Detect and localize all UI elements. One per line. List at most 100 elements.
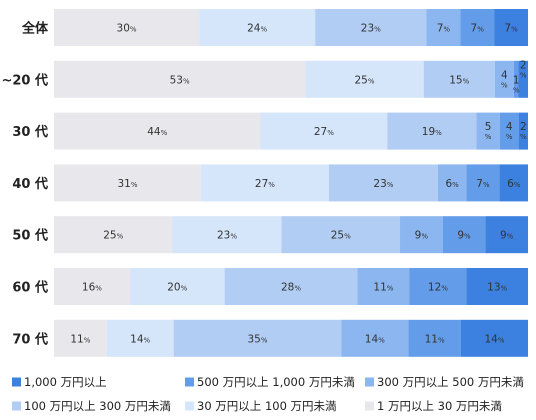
data-label: 28% [281,282,301,294]
data-label-unit: % [421,233,428,241]
data-label: 2% [520,59,527,79]
bar-segment [129,268,225,305]
data-label-unit: % [501,81,508,89]
category-labels: 全体 ~20 代 30 代 40 代 50 代 60 代 70 代 [1,21,49,348]
data-label-unit: % [268,181,275,189]
data-label-unit: % [438,336,445,344]
data-label-value: 11 [425,333,438,345]
bars [54,9,528,357]
data-label-value: 6 [445,178,452,190]
data-label: 25% [354,74,374,86]
data-label-value: 23 [217,230,230,242]
data-label-unit: % [501,285,508,293]
data-label: 23% [361,23,381,35]
data-label-unit: % [294,285,301,293]
data-label-value: 35 [247,333,260,345]
bar-segment [409,268,467,305]
category-label: ~20 代 [1,72,48,88]
category-label: 40 代 [12,176,48,192]
bar-segment [341,319,409,357]
bar-segment [460,9,495,46]
bar-segment [54,319,107,357]
bar-segment [54,112,261,150]
data-label-value: 7 [471,23,478,35]
legend-label: 300 万円以上 500 万円未満 [377,375,524,389]
data-label: 30% [117,23,137,35]
bar-segment [494,60,514,98]
legend: 1,000 万円以上 500 万円以上 1,000 万円未満 300 万円以上 50… [12,375,524,413]
data-label: 6% [507,178,521,190]
legend-swatch [12,377,21,387]
legend-item: 30 万円以上 100 万円未満 [185,399,337,413]
data-label-unit: % [261,336,268,344]
data-label: 9% [457,230,471,242]
data-label-value: 12 [428,282,441,294]
data-label-value: 13 [487,282,500,294]
data-label: 9% [415,230,429,242]
legend-swatch [185,401,194,411]
data-label: 12% [428,282,448,294]
bar-segment [499,112,519,150]
data-label-unit: % [520,71,527,79]
data-label-value: 23 [373,178,386,190]
data-label-value: 15 [449,74,462,86]
category-label: 30 代 [12,124,48,140]
data-label-value: 1 [513,74,520,86]
data-label-value: 4 [501,69,508,81]
data-label-unit: % [230,233,237,241]
bar-segment [106,319,174,357]
data-label: 5% [485,121,492,141]
data-label: 25% [103,230,123,242]
data-label-value: 6 [507,178,514,190]
data-label-value: 11 [70,333,83,345]
legend-swatch [365,377,374,387]
data-label-value: 7 [437,23,444,35]
data-label: 23% [217,230,237,242]
data-label: 19% [422,126,442,138]
legend-item: 100 万円以上 300 万円未満 [12,399,171,413]
data-label-unit: % [520,133,527,141]
data-label-value: 2 [520,121,527,133]
data-label-unit: % [378,336,385,344]
data-label-value: 28 [281,282,294,294]
bar-segment [328,164,438,202]
data-label-unit: % [260,26,267,34]
data-label-unit: % [477,26,484,34]
bar-segment [305,60,424,98]
data-label: 31% [117,178,137,190]
data-label-unit: % [514,181,521,189]
data-label: 16% [82,282,102,294]
bar-segment [54,60,306,98]
data-label: 14% [130,333,150,345]
bar-segment [423,60,495,98]
legend-item: 1,000 万円以上 [12,375,107,389]
data-label: 2% [520,121,527,141]
data-label-value: 20 [167,282,180,294]
legend-item: 500 万円以上 1,000 万円未満 [185,375,355,389]
bar-segment [499,164,528,202]
data-label: 4% [501,69,508,89]
data-label-unit: % [84,336,91,344]
bar-segment [315,9,427,46]
bar-segment [437,164,467,202]
data-label-value: 9 [415,230,422,242]
bar-segment [54,9,200,46]
data-label: 14% [484,333,504,345]
bar-segment [199,9,316,46]
bar-segment [260,112,388,150]
data-label-value: 2 [520,59,527,71]
data-label-value: 30 [117,23,130,35]
data-label: 25% [331,230,351,242]
data-label-unit: % [95,285,102,293]
data-label-value: 31 [117,178,130,190]
data-label-unit: % [117,233,124,241]
legend-swatch [365,401,374,411]
data-label: 6% [445,178,459,190]
data-label-value: 14 [365,333,379,345]
data-label-unit: % [161,129,168,137]
data-label-value: 24 [247,23,261,35]
bar-segment [54,164,201,202]
bar-segment [442,216,486,254]
data-label-value: 27 [314,126,327,138]
data-label-unit: % [506,133,513,141]
